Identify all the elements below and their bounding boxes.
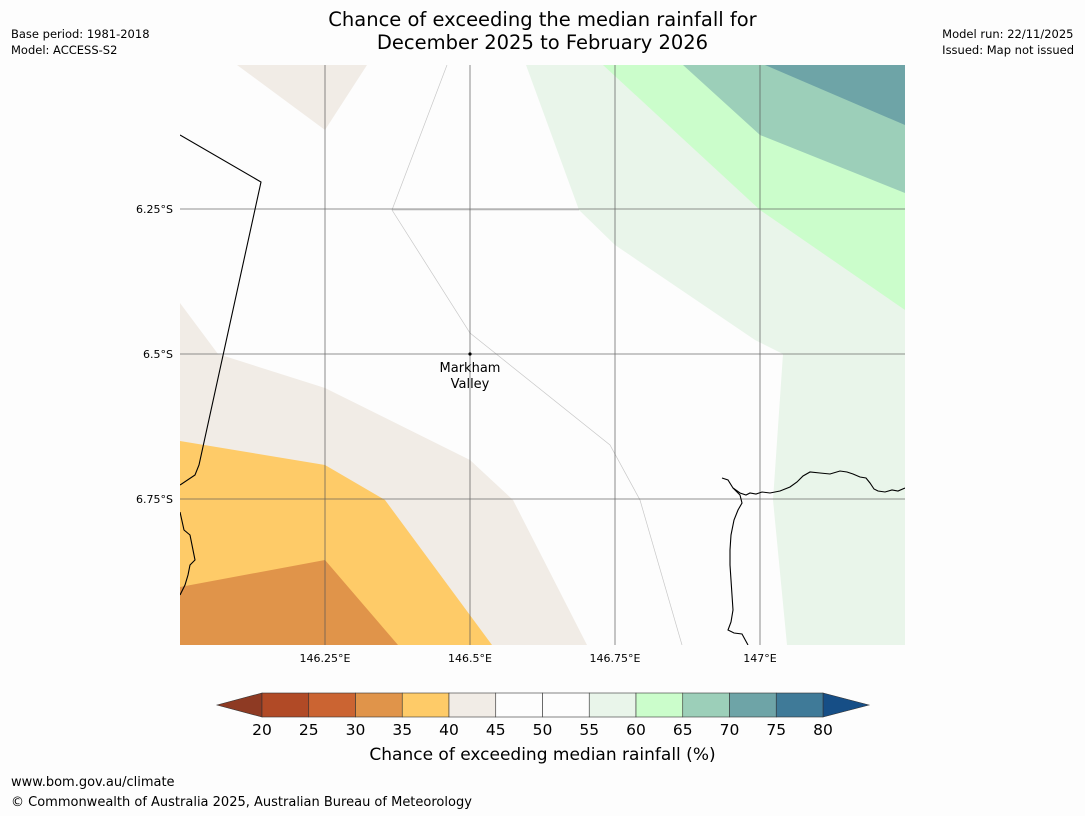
colorbar-bin (775, 692, 824, 718)
place-label-line1: Markham (440, 361, 501, 376)
colorbar-tick-label: 45 (486, 721, 506, 739)
colorbar-bin (682, 692, 730, 718)
lat-tick-label: 6.25°S (136, 203, 173, 216)
colorbar-tick-label: 75 (766, 721, 786, 739)
colorbar-tick-labels: 20 25 30 35 40 45 50 55 60 65 70 75 80 (252, 721, 833, 739)
colorbar-bin (308, 692, 356, 718)
map-panel: Markham Valley (180, 65, 905, 645)
colorbar-bin (261, 692, 310, 718)
meta-right: Model run: 22/11/2025 Issued: Map not is… (942, 26, 1074, 58)
place-label-line2: Valley (451, 377, 490, 392)
issued-status: Issued: Map not issued (942, 43, 1074, 57)
markham-valley-marker (468, 352, 472, 356)
lat-tick-labels: 6.25°S 6.5°S 6.75°S (136, 203, 173, 506)
colorbar-tick-label: 70 (720, 721, 740, 739)
colorbar-tick-label: 55 (579, 721, 599, 739)
colorbar-bin (635, 692, 684, 718)
map-title: Chance of exceeding the median rainfall … (0, 8, 1085, 54)
colorbar-tick-label: 65 (673, 721, 693, 739)
colorbar-bin (355, 692, 403, 718)
meta-left: Base period: 1981-2018 Model: ACCESS-S2 (11, 26, 150, 58)
colorbar-tick-label: 25 (299, 721, 319, 739)
colorbar-under-arrow (215, 692, 263, 718)
lat-tick-label: 6.75°S (136, 493, 173, 506)
graticule (180, 65, 905, 645)
colorbar-tick-label: 80 (813, 721, 833, 739)
colorbar-bin (542, 692, 590, 718)
footer-copyright: © Commonwealth of Australia 2025, Austra… (11, 795, 472, 810)
colorbar-label: Chance of exceeding median rainfall (%) (369, 745, 716, 765)
title-line2: December 2025 to February 2026 (376, 31, 709, 54)
colorbar-tick-label: 40 (439, 721, 459, 739)
colorbar-over-arrow (822, 692, 871, 718)
footer-url[interactable]: www.bom.gov.au/climate (11, 775, 175, 790)
colorbar-bin (495, 692, 543, 718)
contour-lines (391, 65, 683, 645)
colorbar-bins (261, 692, 824, 718)
colorbar-tick-label: 50 (533, 721, 553, 739)
colorbar-tick-label: 20 (252, 721, 272, 739)
colorbar-bin (588, 692, 637, 718)
colorbar: 20 25 30 35 40 45 50 55 60 65 70 75 80 (215, 692, 871, 739)
lon-tick-label: 146.75°E (590, 652, 641, 665)
lat-tick-label: 6.5°S (143, 348, 173, 361)
coastlines-borders (180, 134, 905, 645)
colorbar-tick-label: 60 (626, 721, 646, 739)
lon-tick-label: 146.5°E (448, 652, 492, 665)
title-line1: Chance of exceeding the median rainfall … (328, 8, 757, 31)
colorbar-bin (729, 692, 777, 718)
contour-70-75 (765, 65, 905, 125)
lon-tick-label: 147°E (743, 652, 776, 665)
model-name: Model: ACCESS-S2 (11, 43, 118, 57)
colorbar-tick-label: 30 (346, 721, 366, 739)
colorbar-tick-label: 35 (392, 721, 412, 739)
lon-tick-labels: 146.25°E 146.5°E 146.75°E 147°E (300, 652, 777, 665)
lon-tick-label: 146.25°E (300, 652, 351, 665)
base-period: Base period: 1981-2018 (11, 27, 150, 41)
contour-40-45-north (237, 65, 367, 130)
contour-30-35 (180, 560, 398, 645)
colorbar-bin (448, 692, 497, 718)
model-run: Model run: 22/11/2025 (942, 27, 1074, 41)
colorbar-bin (401, 692, 450, 718)
